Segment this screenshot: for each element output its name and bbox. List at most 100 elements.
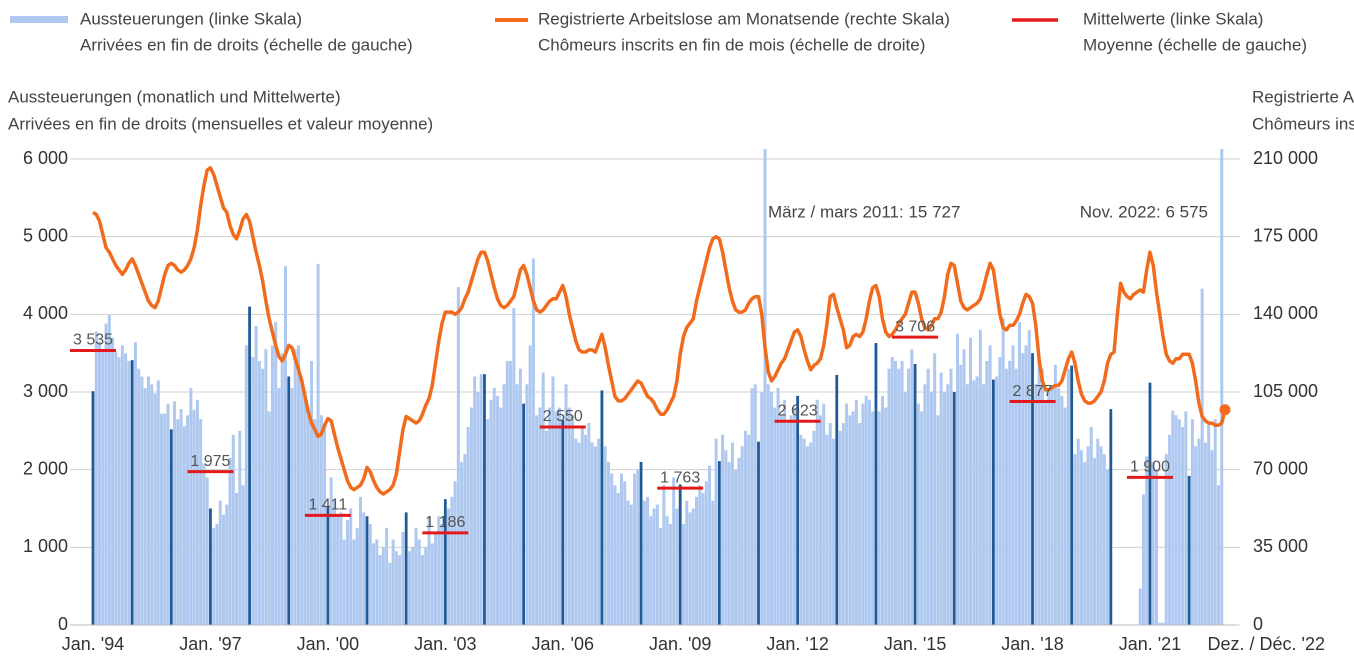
bar (538, 407, 542, 625)
bar (890, 357, 894, 625)
bar (244, 345, 248, 625)
bar (1197, 438, 1201, 625)
bar (1194, 446, 1198, 625)
bar (535, 415, 539, 625)
bar (447, 508, 451, 625)
bar (913, 364, 917, 625)
x-tick-label: Dez. / Déc. '22 (1208, 634, 1325, 654)
bar (414, 527, 418, 625)
bar (1031, 353, 1034, 625)
bar (332, 500, 336, 625)
bar (323, 423, 327, 625)
bar (502, 384, 506, 625)
bar (525, 384, 529, 625)
grid (70, 158, 1236, 626)
bar (385, 527, 389, 625)
bar (766, 384, 770, 625)
overlay: 0 1 000 2 000 3 000 4 000 5 000 6 000 0 35 000 70… (10, 9, 1325, 654)
bar (1066, 368, 1070, 625)
bar (264, 349, 268, 625)
bar (665, 516, 669, 625)
bar (1145, 456, 1149, 625)
bar (544, 430, 548, 625)
bar (182, 426, 186, 625)
bar (231, 434, 235, 625)
bar (169, 429, 173, 625)
bar (1093, 458, 1097, 625)
bar (1213, 419, 1217, 625)
bar (473, 376, 477, 625)
y-axis-title: Aussteuerungen (monatlich und Mittelwert… (8, 87, 341, 106)
bar (355, 527, 359, 625)
bar (179, 409, 183, 625)
bar (173, 401, 177, 625)
bar (238, 430, 242, 625)
bar (1164, 454, 1168, 625)
bar (982, 384, 986, 625)
bar (946, 384, 950, 625)
y2-tick-label: 35 000 (1253, 536, 1308, 556)
bar (1203, 442, 1207, 625)
bar (306, 415, 310, 625)
bar (401, 531, 405, 625)
bar (372, 543, 376, 625)
bar (708, 465, 712, 625)
bar (1174, 415, 1178, 625)
bar (319, 415, 323, 625)
bar (443, 499, 447, 625)
bar (326, 506, 330, 625)
bar (1021, 353, 1025, 625)
y-tick-label: 1 000 (23, 536, 68, 556)
bar (936, 415, 940, 625)
bar (235, 492, 239, 625)
bar (1168, 434, 1172, 625)
y2-tick-label: 0 (1253, 614, 1263, 634)
bar (215, 524, 219, 625)
bar (114, 351, 118, 625)
bar (460, 461, 464, 625)
bar (270, 345, 274, 625)
bar (91, 391, 95, 625)
bar (737, 458, 741, 625)
bar (515, 384, 519, 625)
bar (668, 524, 672, 625)
bar (492, 388, 496, 625)
bar (704, 481, 708, 625)
bar (499, 407, 503, 625)
bar (381, 547, 385, 625)
bar (714, 438, 718, 625)
bar (942, 392, 946, 625)
bar (786, 423, 790, 625)
bar (619, 473, 623, 625)
bar (825, 434, 829, 625)
bar (205, 477, 209, 625)
bar (551, 376, 555, 625)
bar (642, 500, 646, 625)
bar (450, 496, 454, 625)
bar (789, 415, 793, 625)
bar (695, 496, 699, 625)
bar (633, 473, 637, 625)
bar (1063, 407, 1067, 625)
bar (303, 392, 307, 625)
bar (571, 415, 575, 625)
bar (613, 485, 617, 625)
bar (111, 337, 115, 625)
mean-label: 3 535 (73, 332, 113, 349)
bar (345, 520, 349, 625)
bar (799, 434, 803, 625)
bar (349, 508, 353, 625)
bar (375, 539, 379, 625)
bar (675, 508, 679, 625)
bar (1024, 345, 1028, 625)
bar (486, 419, 490, 625)
x-tick-label: Jan. '15 (884, 634, 946, 654)
y2-tick-label: 105 000 (1253, 381, 1318, 401)
bar (763, 149, 767, 625)
bar (218, 500, 222, 625)
y-tick-label: 3 000 (23, 381, 68, 401)
bar (257, 360, 261, 625)
bar (1060, 395, 1064, 625)
bar (469, 407, 473, 625)
bar (776, 388, 780, 625)
